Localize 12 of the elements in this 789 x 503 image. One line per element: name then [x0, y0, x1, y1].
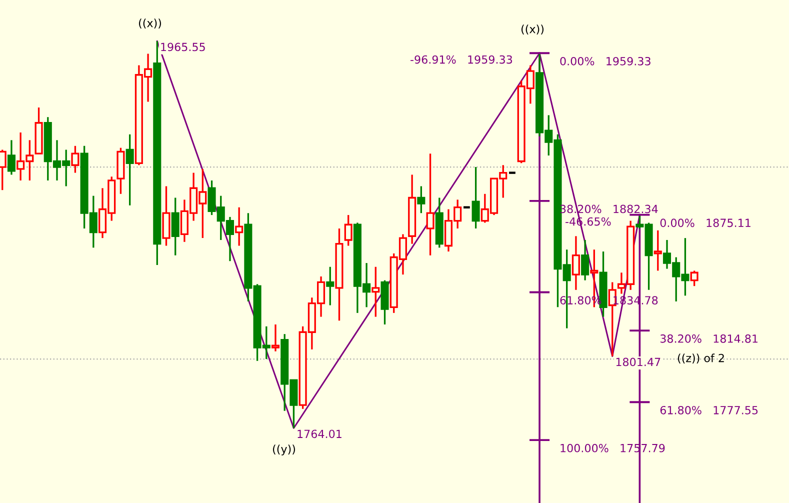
- data-label: 1965.55: [161, 42, 205, 52]
- ref-line-label: 0.00% 1875.11: [660, 218, 750, 228]
- annotation: ((x)): [521, 24, 544, 35]
- data-label: 1801.47: [616, 358, 660, 366]
- annotation: ((x)): [138, 18, 161, 29]
- annotation: ((z)) of 2: [678, 354, 724, 364]
- ref-line-label: 38.20% 1814.81: [660, 334, 758, 343]
- ref-line-label: 0.00% 1959.33: [560, 56, 650, 66]
- ref-line-label: 61.80% 1777.55: [660, 406, 758, 414]
- annotation: ((y)): [272, 444, 295, 456]
- data-label: 1764.01: [298, 430, 342, 438]
- annotation: -96.91% 1959.33: [410, 55, 512, 64]
